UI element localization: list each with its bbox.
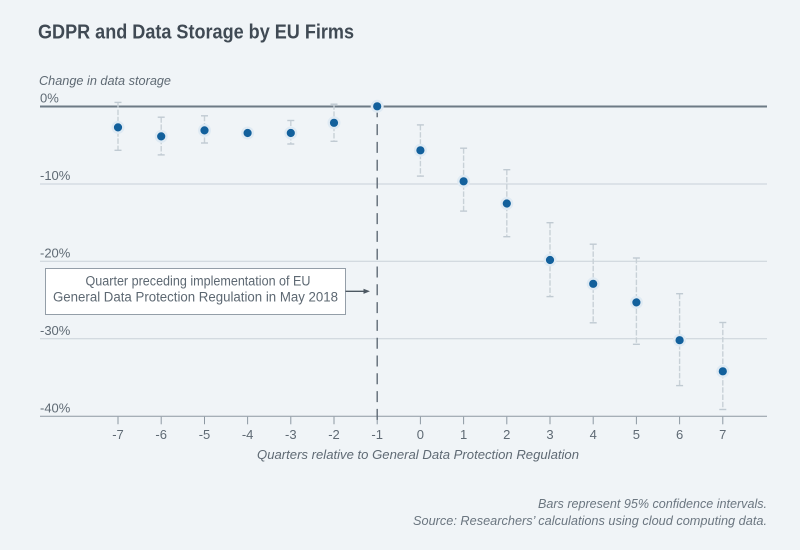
svg-text:7: 7	[719, 427, 726, 442]
svg-text:5: 5	[633, 427, 640, 442]
svg-text:1: 1	[460, 427, 467, 442]
svg-text:Bars represent 95% confidence: Bars represent 95% confidence intervals.	[538, 496, 767, 511]
svg-text:Change in data storage: Change in data storage	[39, 73, 171, 88]
svg-text:Source: Researchers’ calculati: Source: Researchers’ calculations using …	[413, 513, 767, 528]
svg-text:-7: -7	[112, 427, 124, 442]
svg-text:-4: -4	[242, 427, 254, 442]
svg-text:6: 6	[676, 427, 683, 442]
svg-text:-5: -5	[199, 427, 211, 442]
svg-text:-40%: -40%	[40, 400, 71, 415]
svg-text:3: 3	[546, 427, 553, 442]
svg-text:-20%: -20%	[40, 245, 71, 260]
svg-text:-30%: -30%	[40, 323, 71, 338]
svg-text:-2: -2	[328, 427, 340, 442]
svg-text:-1: -1	[371, 427, 383, 442]
svg-text:2: 2	[503, 427, 510, 442]
svg-text:Quarter preceding implementati: Quarter preceding implementation of EU	[86, 274, 311, 289]
svg-text:General Data Protection Regula: General Data Protection Regulation in Ma…	[53, 290, 338, 305]
svg-text:-6: -6	[155, 427, 167, 442]
svg-text:0: 0	[417, 427, 424, 442]
svg-text:-3: -3	[285, 427, 297, 442]
svg-text:Quarters relative to General D: Quarters relative to General Data Protec…	[257, 447, 579, 462]
svg-text:4: 4	[590, 427, 597, 442]
svg-text:GDPR and Data Storage by EU Fi: GDPR and Data Storage by EU Firms	[38, 22, 354, 44]
svg-text:-10%: -10%	[40, 168, 71, 183]
svg-text:0%: 0%	[40, 91, 59, 106]
